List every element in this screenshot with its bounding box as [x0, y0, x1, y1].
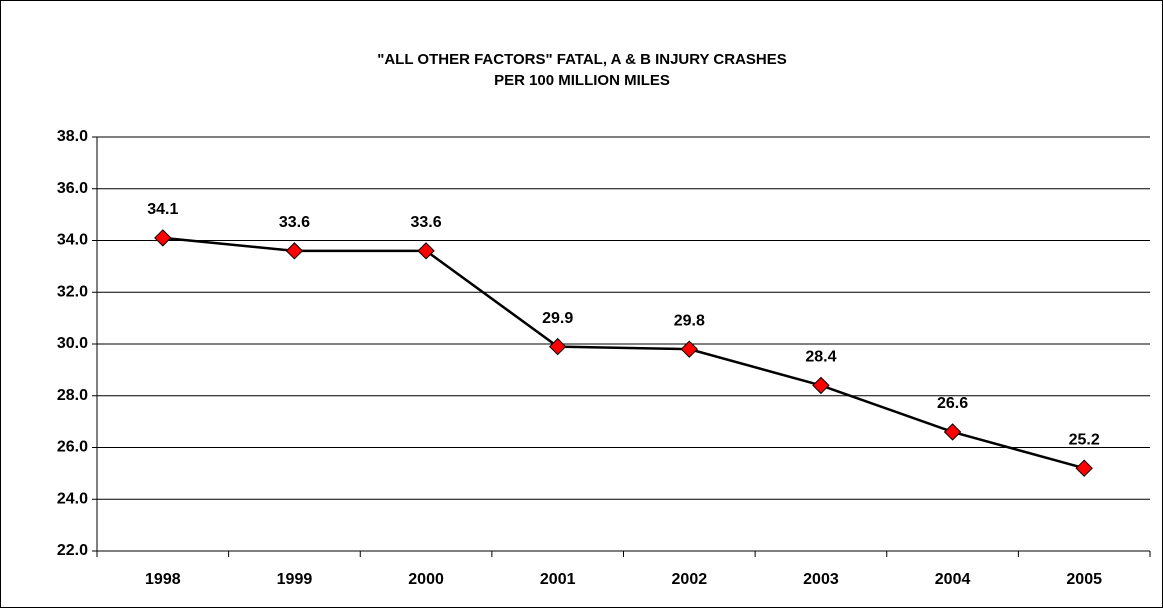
- data-marker: [417, 242, 435, 260]
- data-line: [162, 236, 1085, 470]
- x-tick-label: 2003: [803, 571, 839, 588]
- y-tick-label: 36.0: [57, 180, 88, 197]
- data-label: 33.6: [410, 214, 441, 231]
- data-label: 28.4: [805, 349, 836, 366]
- y-tick-label: 34.0: [57, 232, 88, 249]
- x-tick-label: 2000: [408, 571, 444, 588]
- x-tick-label: 1999: [277, 571, 313, 588]
- data-marker: [943, 423, 962, 441]
- data-label: 29.8: [674, 312, 705, 329]
- y-tick-label: 24.0: [57, 490, 88, 507]
- data-marker: [285, 242, 304, 260]
- data-label: 33.6: [279, 214, 310, 231]
- y-tick-label: 26.0: [57, 439, 88, 456]
- data-label: 29.9: [542, 310, 573, 327]
- y-tick-label: 28.0: [57, 387, 88, 404]
- data-label: 26.6: [937, 395, 968, 412]
- data-marker: [548, 337, 567, 356]
- y-tick-label: 32.0: [57, 283, 88, 300]
- y-tick-label: 30.0: [57, 335, 88, 352]
- data-label: 25.2: [1069, 431, 1100, 448]
- x-tick-label: 2001: [540, 571, 576, 588]
- x-tick-label: 2005: [1066, 571, 1102, 588]
- chart-title: PER 100 MILLION MILES: [494, 72, 670, 89]
- y-tick-label: 38.0: [57, 128, 88, 145]
- y-tick-label: 22.0: [57, 542, 88, 559]
- x-tick-label: 2004: [935, 571, 971, 588]
- x-tick-label: 2002: [672, 571, 708, 588]
- data-marker: [1075, 459, 1093, 477]
- data-marker: [154, 229, 172, 247]
- chart-title: "ALL OTHER FACTORS" FATAL, A & B INJURY …: [377, 51, 787, 68]
- x-tick-label: 1998: [145, 571, 181, 588]
- data-marker: [680, 340, 699, 358]
- data-label: 34.1: [147, 201, 178, 218]
- data-marker: [812, 376, 830, 395]
